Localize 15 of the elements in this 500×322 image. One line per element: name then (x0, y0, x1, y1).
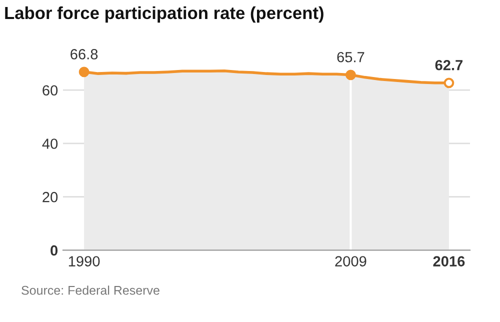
y-tick-label: 0 (50, 245, 58, 256)
point (78, 66, 90, 78)
x-tick-label: 2016 (433, 256, 465, 266)
annotation: 66.8 (70, 49, 98, 60)
y-tick-label: 60 (42, 85, 58, 96)
chart-title: Labor force participation rate (percent) (5, 6, 324, 23)
y-tick-label: 40 (42, 138, 58, 149)
annotation: 65.7 (337, 52, 364, 62)
source-note: Source: Federal Reserve (22, 286, 160, 295)
x-tick-label: 2009 (335, 256, 366, 266)
point (444, 78, 454, 88)
annotation: 62.7 (435, 60, 462, 70)
y-tick-label: 20 (42, 192, 58, 202)
point (345, 70, 356, 80)
x-tick-label: 1990 (68, 256, 100, 266)
